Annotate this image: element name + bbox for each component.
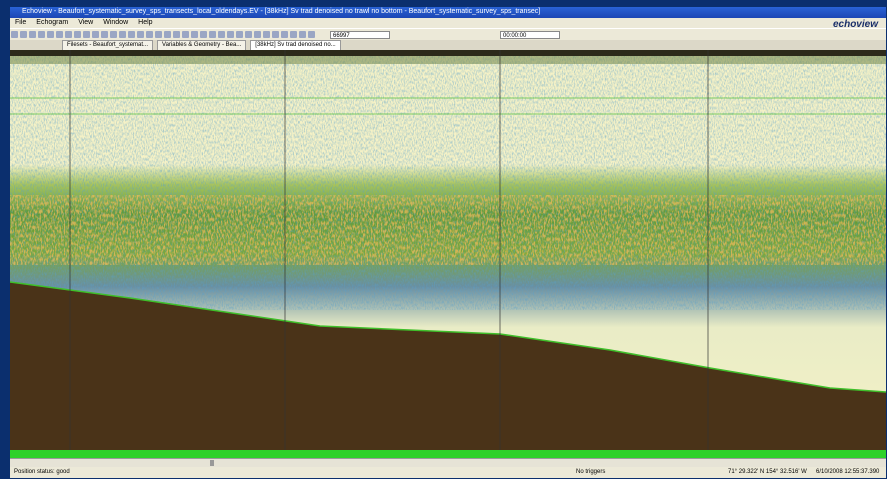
surface-band xyxy=(10,56,886,64)
tab[interactable]: Filesets - Beaufort_systemat... xyxy=(62,40,153,50)
toolbar-button[interactable] xyxy=(137,31,144,38)
toolbar-button[interactable] xyxy=(254,31,261,38)
bottom-strip xyxy=(10,450,886,458)
toolbar-button[interactable] xyxy=(146,31,153,38)
noise xyxy=(10,195,886,265)
echoview-window: Echoview - Beaufort_systematic_survey_sp… xyxy=(10,7,886,478)
toolbar-button[interactable] xyxy=(227,31,234,38)
toolbar-button[interactable] xyxy=(29,31,36,38)
toolbar-button[interactable] xyxy=(281,31,288,38)
toolbar-button[interactable] xyxy=(56,31,63,38)
window-title: Echoview - Beaufort_systematic_survey_sp… xyxy=(22,8,540,15)
toolbar-button[interactable] xyxy=(218,31,225,38)
toolbar-button[interactable] xyxy=(182,31,189,38)
toolbar-button[interactable] xyxy=(101,31,108,38)
toolbar-button[interactable] xyxy=(155,31,162,38)
title-bar: Echoview - Beaufort_systematic_survey_sp… xyxy=(10,7,886,18)
tab[interactable]: [38kHz] Sv trad denoised no... xyxy=(250,40,340,50)
toolbar-button[interactable] xyxy=(290,31,297,38)
toolbar-button[interactable] xyxy=(38,31,45,38)
tab-bar: Filesets - Beaufort_systemat... Variables… xyxy=(10,40,886,50)
toolbar-button[interactable] xyxy=(200,31,207,38)
toolbar-field[interactable]: 66997 xyxy=(330,31,390,39)
toolbar-button[interactable] xyxy=(191,31,198,38)
status-time: 6/10/2008 12:55:37.390 xyxy=(816,467,879,478)
toolbar-button[interactable] xyxy=(110,31,117,38)
toolbar-button[interactable] xyxy=(173,31,180,38)
toolbar-button[interactable] xyxy=(119,31,126,38)
status-triggers: No triggers xyxy=(576,467,605,478)
toolbar-button[interactable] xyxy=(74,31,81,38)
toolbar-button[interactable] xyxy=(236,31,243,38)
status-bar: Position status: good No triggers 71° 29… xyxy=(10,467,886,478)
status-coordinates: 71° 29.322' N 154° 32.516' W xyxy=(728,467,807,478)
toolbar-button[interactable] xyxy=(164,31,171,38)
menu-bar: File Echogram View Window Help xyxy=(10,18,886,28)
toolbar-button[interactable] xyxy=(299,31,306,38)
toolbar-button[interactable] xyxy=(209,31,216,38)
toolbar-button[interactable] xyxy=(92,31,99,38)
toolbar-button[interactable] xyxy=(245,31,252,38)
toolbar-button[interactable] xyxy=(47,31,54,38)
echogram xyxy=(10,50,886,458)
menu-item[interactable]: Window xyxy=(103,19,128,26)
toolbar-button[interactable] xyxy=(65,31,72,38)
toolbar-button[interactable] xyxy=(272,31,279,38)
surface xyxy=(10,50,886,56)
toolbar-buttons xyxy=(10,30,316,37)
toolbar-button[interactable] xyxy=(11,31,18,38)
toolbar-button[interactable] xyxy=(263,31,270,38)
toolbar-field[interactable]: 00:00:00 xyxy=(500,31,560,39)
toolbar-button[interactable] xyxy=(308,31,315,38)
menu-item[interactable]: File xyxy=(15,19,26,26)
menu-item[interactable]: Help xyxy=(138,19,152,26)
menu-item[interactable]: Echogram xyxy=(36,19,68,26)
menu-item[interactable]: View xyxy=(78,19,93,26)
toolbar-button[interactable] xyxy=(128,31,135,38)
toolbar-button[interactable] xyxy=(83,31,90,38)
status-position: Position status: good xyxy=(14,467,70,478)
noise xyxy=(10,50,886,310)
tab[interactable]: Variables & Geometry - Bea... xyxy=(157,40,246,50)
screen: Echoview - Beaufort_systematic_survey_sp… xyxy=(0,0,887,479)
toolbar-button[interactable] xyxy=(20,31,27,38)
